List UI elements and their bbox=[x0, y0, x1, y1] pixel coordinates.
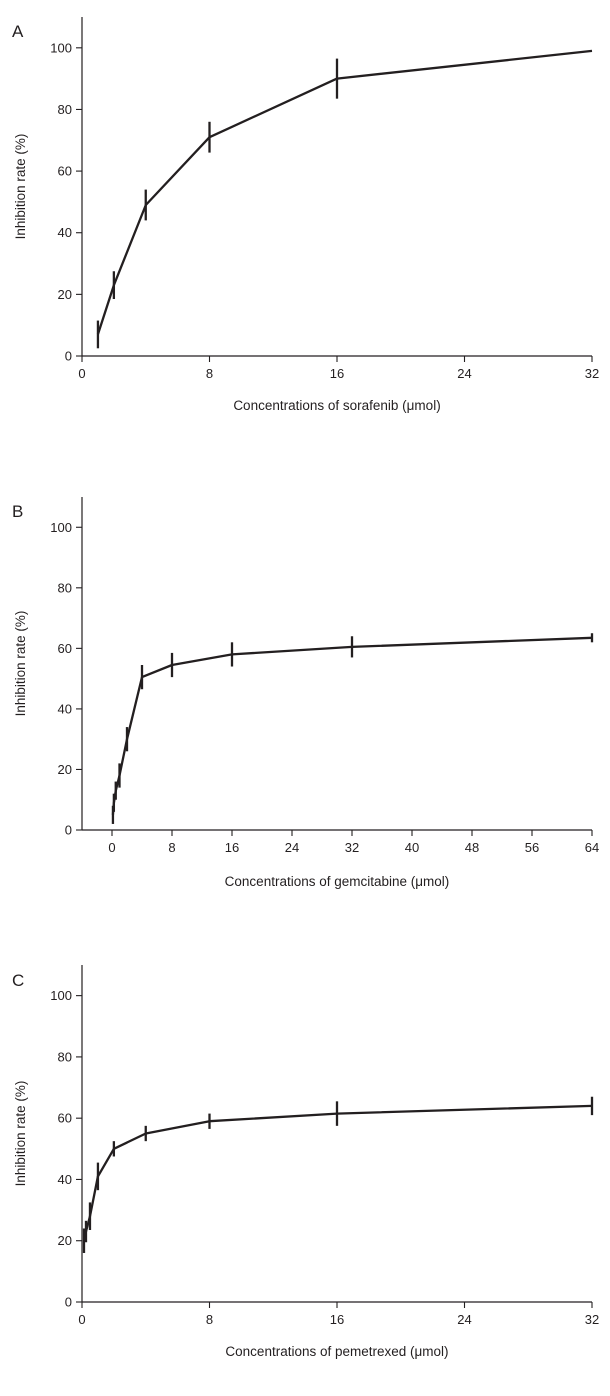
y-tick-label: 60 bbox=[58, 641, 72, 656]
panel-letter: B bbox=[12, 502, 23, 521]
x-tick-label: 0 bbox=[78, 1312, 85, 1327]
y-tick-label: 0 bbox=[65, 349, 72, 364]
panel-letter: A bbox=[12, 22, 24, 41]
x-axis-title: Concentrations of sorafenib (μmol) bbox=[233, 398, 440, 413]
y-tick-label: 40 bbox=[58, 701, 72, 716]
x-axis-title: Concentrations of pemetrexed (μmol) bbox=[225, 1344, 448, 1359]
series-line bbox=[82, 1104, 593, 1241]
x-tick-label: 40 bbox=[405, 840, 419, 855]
x-tick-label: 8 bbox=[168, 840, 175, 855]
y-tick-label: 100 bbox=[50, 40, 72, 55]
panel-b: B 0 20 40 60 80 100 0 8 16 24 32 40 48 56 64 Concentrati… bbox=[12, 497, 599, 889]
y-tick-label: 60 bbox=[58, 164, 72, 179]
x-tick-label: 16 bbox=[330, 1312, 344, 1327]
panel-letter: C bbox=[12, 971, 24, 990]
x-tick-label: 48 bbox=[465, 840, 479, 855]
y-tick-label: 0 bbox=[65, 1295, 72, 1310]
x-tick-label: 24 bbox=[285, 840, 299, 855]
y-tick-label: 0 bbox=[65, 823, 72, 838]
x-tick-label: 32 bbox=[585, 1312, 599, 1327]
y-tick-label: 80 bbox=[58, 102, 72, 117]
y-tick-label: 40 bbox=[58, 225, 72, 240]
x-tick-label: 24 bbox=[457, 1312, 471, 1327]
x-tick-label: 32 bbox=[345, 840, 359, 855]
y-tick-label: 80 bbox=[58, 580, 72, 595]
y-tick-label: 20 bbox=[58, 762, 72, 777]
series-line bbox=[96, 49, 593, 335]
y-tick-label: 20 bbox=[58, 287, 72, 302]
y-tick-label: 40 bbox=[58, 1172, 72, 1187]
x-axis-title: Concentrations of gemcitabine (μmol) bbox=[225, 874, 450, 889]
x-tick-label: 0 bbox=[108, 840, 115, 855]
y-tick-label: 60 bbox=[58, 1111, 72, 1126]
x-tick-label: 32 bbox=[585, 366, 599, 381]
y-tick-label: 100 bbox=[50, 988, 72, 1003]
y-tick-label: 100 bbox=[50, 520, 72, 535]
y-axis-title: Inhibition rate (%) bbox=[13, 1081, 28, 1187]
x-tick-label: 16 bbox=[330, 366, 344, 381]
y-tick-label: 20 bbox=[58, 1233, 72, 1248]
x-tick-label: 24 bbox=[457, 366, 471, 381]
x-tick-label: 8 bbox=[206, 366, 213, 381]
panel-a: A 0 20 40 60 80 100 0 8 16 24 32 Concentrations of s… bbox=[12, 17, 599, 413]
x-tick-label: 0 bbox=[78, 366, 85, 381]
x-tick-label: 56 bbox=[525, 840, 539, 855]
panel-c: C 0 20 40 60 80 100 0 8 16 24 32 Concentrations of p… bbox=[12, 965, 599, 1359]
x-tick-label: 16 bbox=[225, 840, 239, 855]
y-axis-title: Inhibition rate (%) bbox=[13, 611, 28, 717]
y-axis-title: Inhibition rate (%) bbox=[13, 134, 28, 240]
series-line bbox=[111, 636, 593, 815]
x-tick-label: 8 bbox=[206, 1312, 213, 1327]
y-tick-label: 80 bbox=[58, 1049, 72, 1064]
x-tick-label: 64 bbox=[585, 840, 599, 855]
